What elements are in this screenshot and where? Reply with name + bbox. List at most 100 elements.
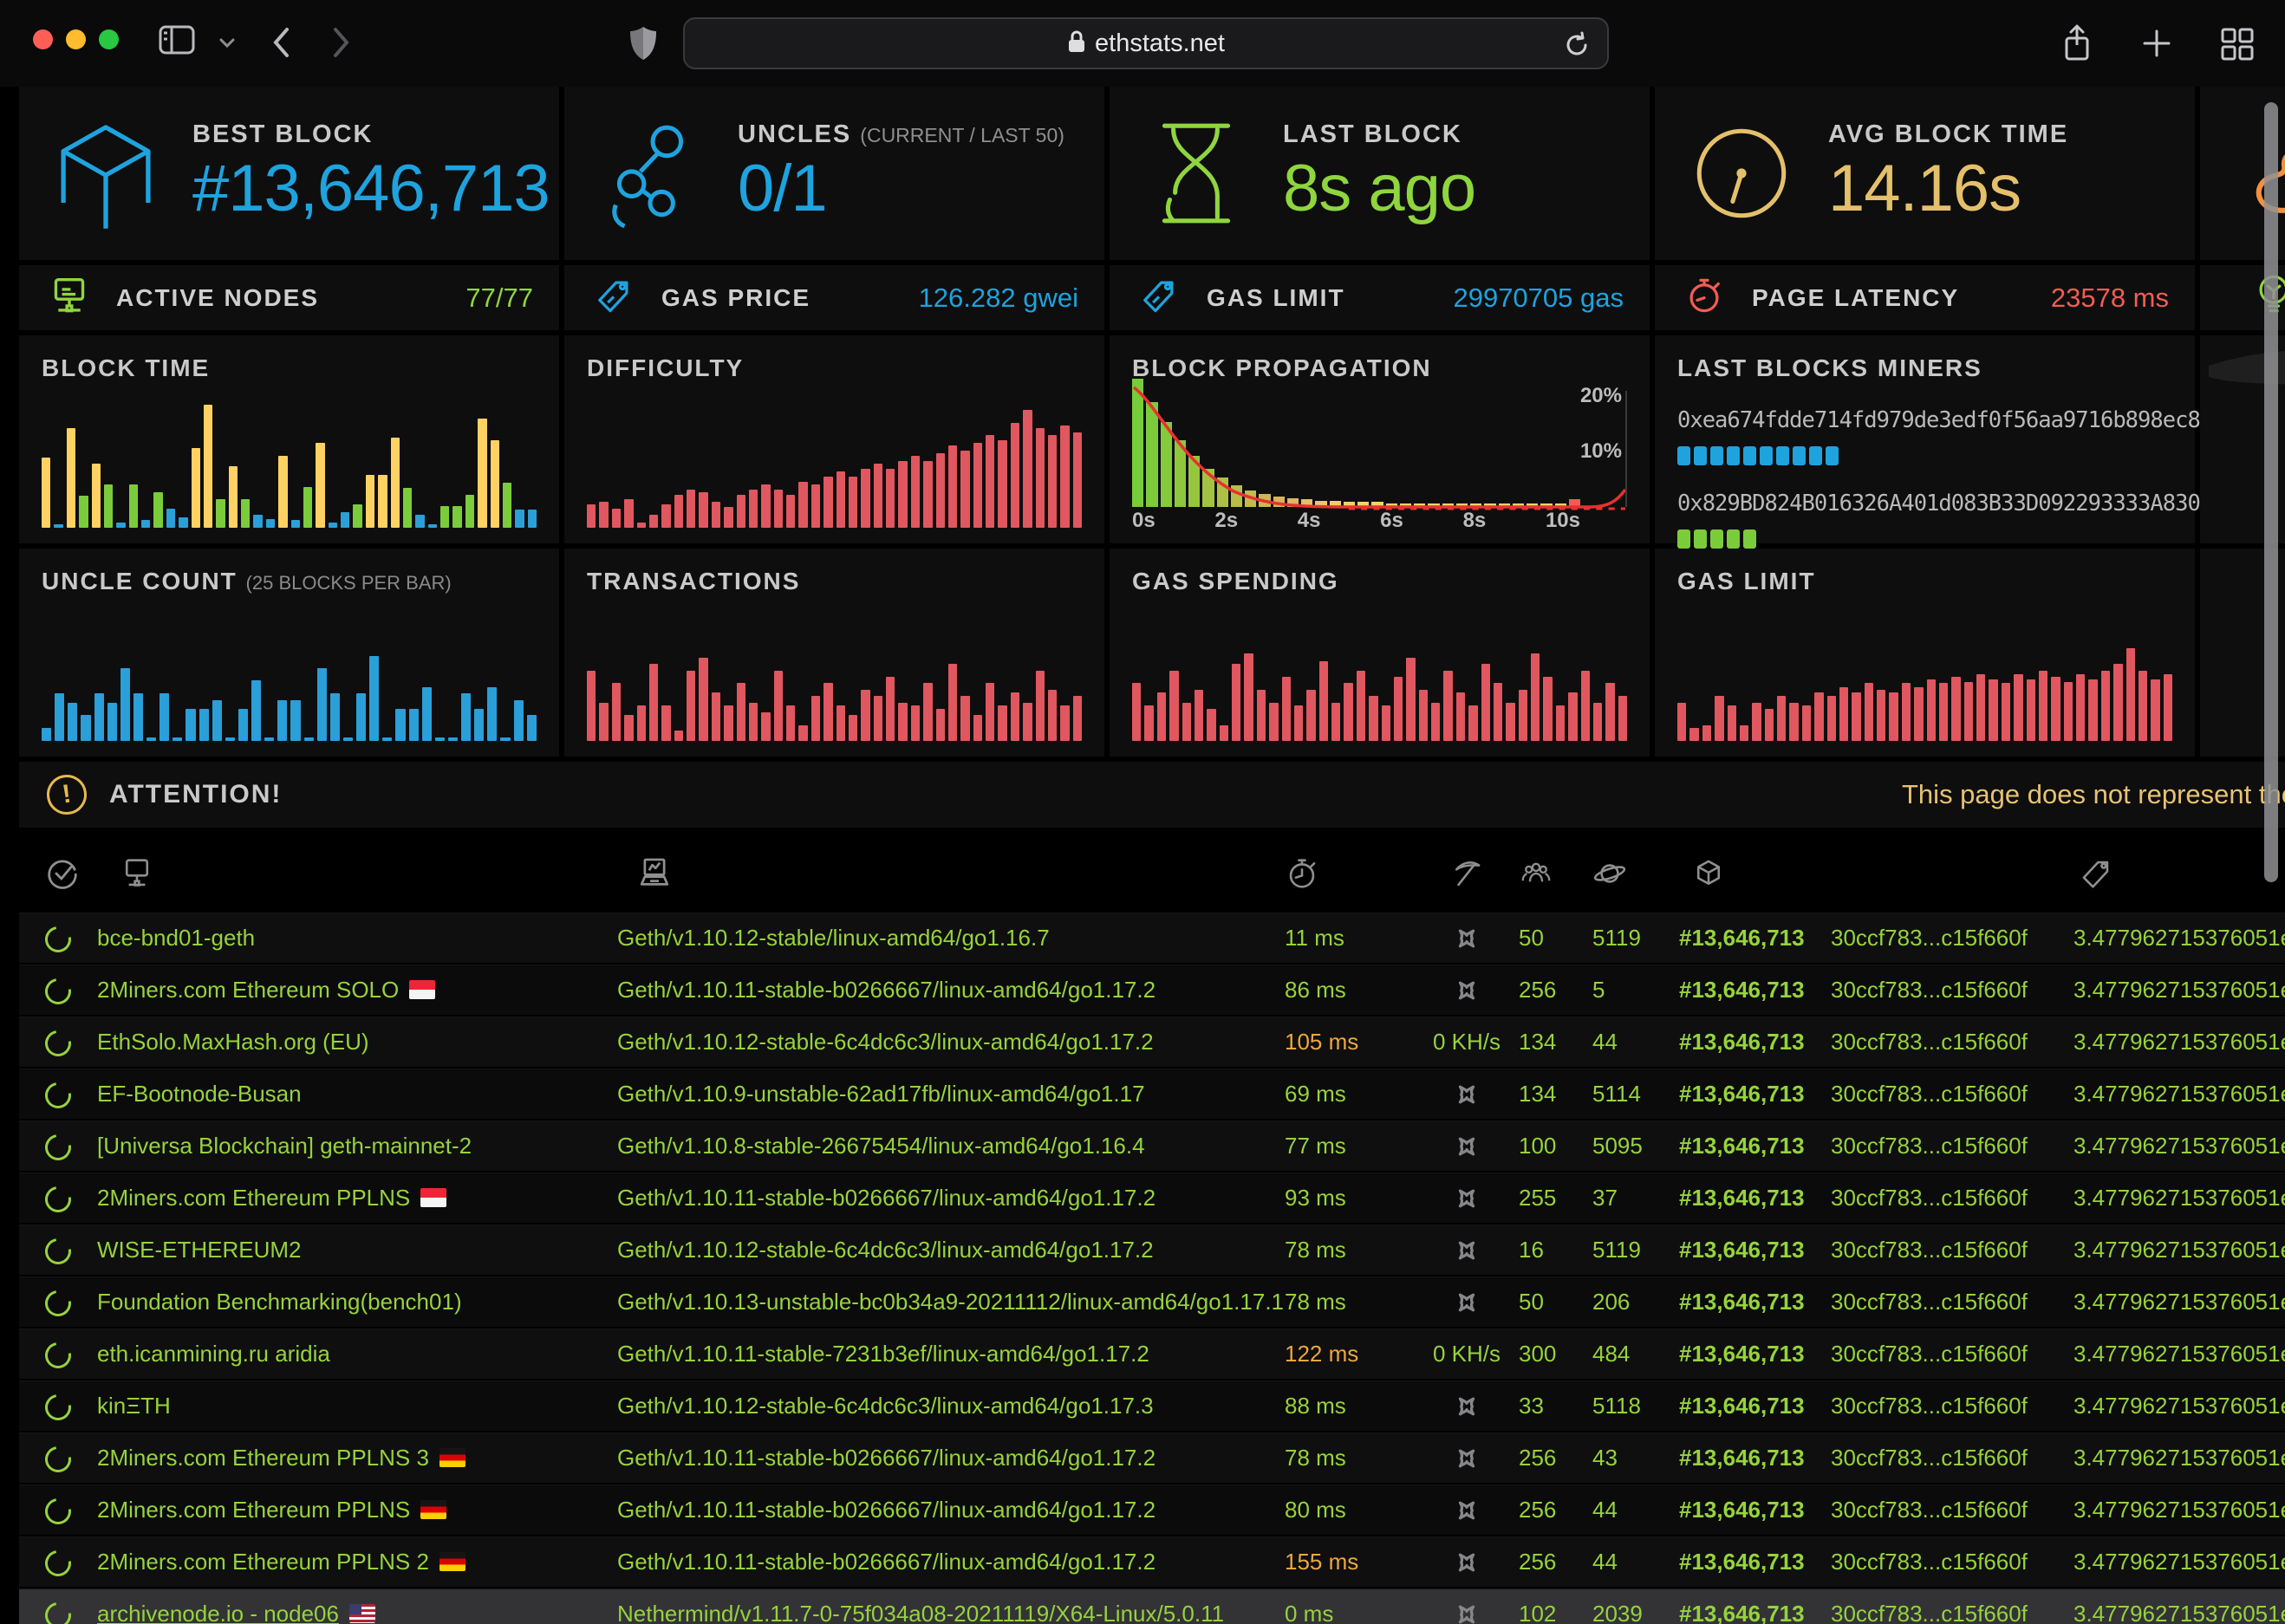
bar [79, 496, 88, 528]
bar [186, 709, 196, 741]
bar [146, 737, 157, 741]
bar [1343, 502, 1355, 507]
node-row[interactable]: 2Miners.com Ethereum PPLNS 3 Geth/v1.10.1… [19, 1432, 2285, 1483]
minimize-window-button[interactable] [66, 29, 86, 49]
node-row[interactable]: EF-Bootnode-Busan Geth/v1.10.9-unstable-6… [19, 1069, 2285, 1119]
bar [1506, 703, 1515, 741]
node-block: #13,646,713 [1679, 977, 1805, 1003]
stat-label: ACTIVE NODES [116, 283, 320, 311]
miner-block-squares [1677, 529, 2172, 549]
bar [212, 700, 222, 741]
bar [1293, 705, 1304, 741]
miner-entry[interactable]: 0xea674fdde714fd979de3edf0f56aa9716b898e… [1677, 405, 2241, 465]
chevron-down-icon[interactable] [218, 36, 236, 49]
node-peers: 256 [1519, 1445, 1557, 1471]
node-row[interactable]: [Universa Blockchain] geth-mainnet-2 Geth… [19, 1121, 2285, 1171]
country-flag-icon [348, 1604, 375, 1623]
bar [1202, 469, 1214, 507]
best-block-panel: BEST BLOCK #13,646,713 [19, 87, 559, 260]
bar [2100, 671, 2111, 741]
node-row[interactable]: Foundation Benchmarking(bench01) Geth/v1.… [19, 1276, 2285, 1327]
close-window-button[interactable] [33, 29, 53, 49]
bar [55, 693, 65, 741]
bar [1989, 679, 1998, 741]
miner-entry[interactable]: 0x829BD824B016326A401d083B33D092293333A8… [1677, 488, 2226, 549]
node-client-version: Geth/v1.10.11-stable-b0266667/linux-amd6… [617, 1497, 1156, 1523]
sidebar-toggle-icon[interactable] [158, 23, 196, 56]
bar [241, 499, 251, 528]
bar [513, 700, 524, 741]
node-row[interactable]: bce-bnd01-geth Geth/v1.10.12-stable/linux… [19, 913, 2285, 963]
not-mining-icon [1415, 1289, 1519, 1315]
bar [103, 484, 114, 528]
bar [1431, 703, 1441, 741]
pending-icon [1592, 854, 1679, 893]
node-block: #13,646,713 [1679, 1445, 1805, 1471]
bar [1356, 671, 1366, 741]
node-name: Foundation Benchmarking(bench01) [97, 1289, 462, 1315]
window-controls [33, 29, 119, 49]
node-row[interactable]: 2Miners.com Ethereum PPLNS 2 Geth/v1.10.1… [19, 1536, 2285, 1587]
node-row[interactable]: eth.icanmining.ru aridia Geth/v1.10.11-st… [19, 1328, 2285, 1379]
bar [228, 466, 238, 528]
bar [1727, 705, 1736, 741]
stat-value: #13,646,713 [192, 152, 550, 225]
bar [1468, 705, 1478, 741]
bar [1269, 703, 1279, 741]
scrollbar-thumb[interactable] [2264, 102, 2278, 882]
node-latency: 11 ms [1285, 925, 1344, 951]
attention-label: ATTENTION! [109, 780, 283, 809]
node-pending: 5 [1592, 977, 1605, 1003]
node-row[interactable]: kinΞTH Geth/v1.10.12-stable-6c4dc6c3/linu… [19, 1380, 2285, 1431]
bar [1182, 703, 1191, 741]
bar [1752, 703, 1761, 741]
bar [1540, 503, 1553, 507]
back-button[interactable] [270, 24, 291, 61]
new-tab-icon[interactable] [2139, 23, 2174, 68]
bar [447, 737, 458, 741]
node-status-icon [40, 1132, 76, 1160]
node-block: #13,646,713 [1679, 1289, 1805, 1315]
node-row[interactable]: 2Miners.com Ethereum SOLO Geth/v1.10.11-s… [19, 965, 2285, 1015]
node-status-icon [40, 1184, 76, 1212]
difficulty-icon [2073, 854, 2285, 893]
node-row[interactable]: EthSolo.MaxHash.org (EU) Geth/v1.10.12-st… [19, 1017, 2285, 1067]
node-row[interactable]: archivenode.io - node06 Nethermind/v1.11.… [19, 1588, 2285, 1624]
share-icon[interactable] [2060, 23, 2094, 68]
bar [1035, 428, 1045, 528]
bar [203, 405, 213, 528]
country-flag-icon [439, 1448, 465, 1467]
node-status-icon [40, 976, 76, 1004]
bar [1414, 503, 1426, 507]
node-block: #13,646,713 [1679, 1185, 1805, 1211]
node-row[interactable]: 2Miners.com Ethereum PPLNS Geth/v1.10.11-… [19, 1484, 2285, 1535]
chart-title: BLOCK PROPAGATION [1132, 354, 1432, 381]
node-row[interactable]: WISE-ETHEREUM2 Geth/v1.10.12-stable-6c4dc… [19, 1224, 2285, 1275]
node-client-version: Geth/v1.10.11-stable-b0266667/linux-amd6… [617, 977, 1156, 1003]
privacy-shield-icon[interactable] [628, 24, 659, 62]
bar [390, 438, 400, 528]
bar [848, 477, 858, 528]
stat-label: GAS LIMIT [1207, 283, 1345, 311]
node-status [19, 1028, 97, 1056]
forward-button[interactable] [331, 24, 352, 61]
maximize-window-button[interactable] [99, 29, 119, 49]
chart-title: DIFFICULTY [587, 354, 745, 381]
bar [290, 700, 301, 741]
bar [2088, 679, 2098, 741]
bar [724, 507, 733, 528]
bar [1072, 432, 1082, 528]
address-bar[interactable]: ethstats.net [683, 17, 1609, 69]
bar [1901, 683, 1911, 741]
node-peers: 134 [1519, 1029, 1557, 1055]
bar [748, 703, 758, 741]
node-row[interactable]: 2Miners.com Ethereum PPLNS Geth/v1.10.11-… [19, 1173, 2285, 1223]
tab-overview-icon[interactable] [2219, 23, 2256, 68]
reload-icon[interactable] [1564, 31, 1590, 59]
bar [421, 687, 432, 741]
node-mining [1415, 1393, 1519, 1419]
